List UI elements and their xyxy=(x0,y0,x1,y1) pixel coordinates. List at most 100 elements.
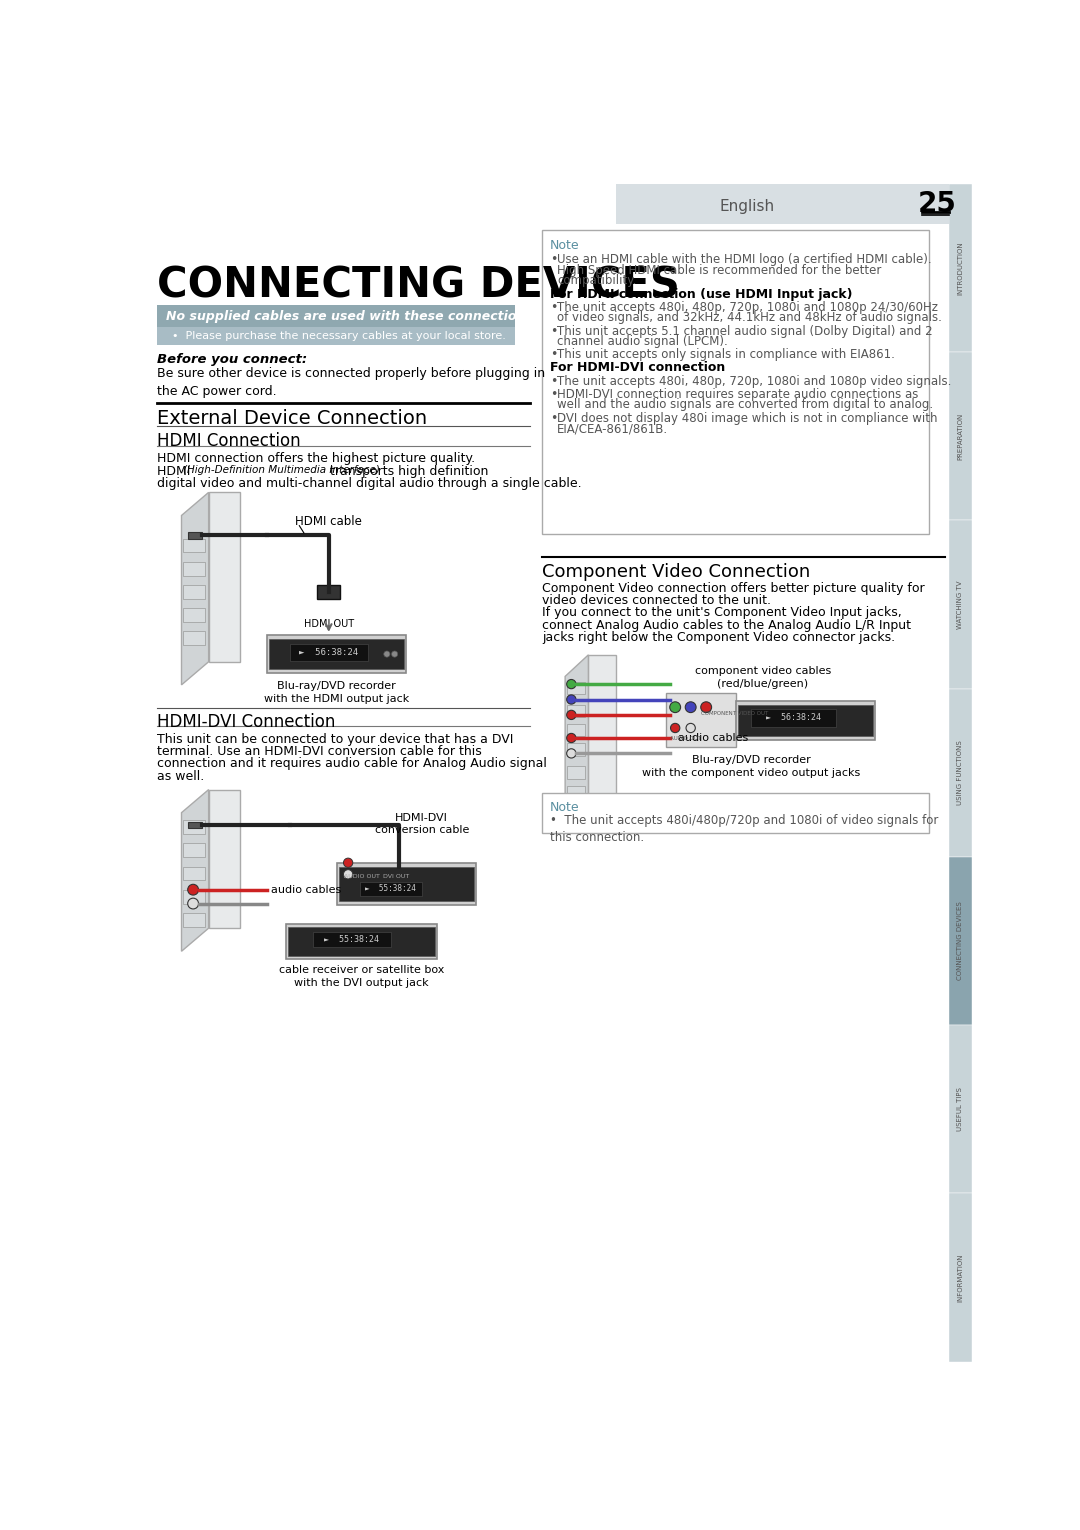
Bar xyxy=(948,1025,972,1193)
Bar xyxy=(339,866,474,901)
Text: WATCHING TV: WATCHING TV xyxy=(957,580,963,629)
Text: video devices connected to the unit.: video devices connected to the unit. xyxy=(542,594,771,607)
Text: well and the audio signals are converted from digital to analog.: well and the audio signals are converted… xyxy=(557,398,933,412)
Bar xyxy=(948,688,972,857)
Text: The unit accepts 480i, 480p, 720p, 1080i and 1080p 24/30/60Hz: The unit accepts 480i, 480p, 720p, 1080i… xyxy=(557,300,939,314)
Text: Component Video connection offers better picture quality for: Component Video connection offers better… xyxy=(542,581,924,595)
Polygon shape xyxy=(181,493,208,685)
Text: CONNECTING DEVICES: CONNECTING DEVICES xyxy=(957,901,963,981)
Text: •: • xyxy=(550,375,557,387)
Text: Before you connect:: Before you connect: xyxy=(157,353,307,366)
Bar xyxy=(948,1193,972,1362)
Bar xyxy=(318,584,340,598)
Text: channel audio signal (LPCM).: channel audio signal (LPCM). xyxy=(557,335,728,349)
Bar xyxy=(183,843,205,857)
Polygon shape xyxy=(565,655,589,819)
Text: HDMI Connection: HDMI Connection xyxy=(157,433,300,450)
Text: audio cables: audio cables xyxy=(271,884,341,895)
Circle shape xyxy=(343,858,353,868)
Text: CONNECTING DEVICES: CONNECTING DEVICES xyxy=(157,265,679,306)
Bar xyxy=(208,789,240,929)
Text: EIA/CEA-861/861B.: EIA/CEA-861/861B. xyxy=(557,422,669,436)
Text: Use an HDMI cable with the HDMI logo (a certified HDMI cable).: Use an HDMI cable with the HDMI logo (a … xyxy=(557,252,932,266)
Bar xyxy=(567,786,584,799)
Bar xyxy=(948,352,972,520)
Bar xyxy=(288,927,435,956)
Text: connect Analog Audio cables to the Analog Audio L/R Input: connect Analog Audio cables to the Analo… xyxy=(542,618,910,632)
Text: PREPARATION: PREPARATION xyxy=(957,413,963,459)
Circle shape xyxy=(188,898,199,909)
Circle shape xyxy=(383,650,390,658)
Bar xyxy=(269,638,404,670)
Text: HDMI-DVI
conversion cable: HDMI-DVI conversion cable xyxy=(375,812,469,835)
Text: High Speed HDMI cable is recommended for the better: High Speed HDMI cable is recommended for… xyxy=(557,263,881,277)
Text: This unit accepts 5.1 channel audio signal (Dolby Digital) and 2: This unit accepts 5.1 channel audio sign… xyxy=(557,324,933,338)
Polygon shape xyxy=(181,789,208,952)
Bar xyxy=(360,881,422,897)
Text: •: • xyxy=(550,300,557,314)
Text: transports high definition: transports high definition xyxy=(326,465,488,477)
Text: cable receiver or satellite box
with the DVI output jack: cable receiver or satellite box with the… xyxy=(279,965,444,988)
Bar xyxy=(948,857,972,1025)
Text: If you connect to the unit's Component Video Input jacks,: If you connect to the unit's Component V… xyxy=(542,606,902,620)
Text: COMPONENT VIDEO OUT: COMPONENT VIDEO OUT xyxy=(701,711,768,716)
Bar xyxy=(157,327,515,346)
Bar xyxy=(542,230,930,534)
Bar xyxy=(286,924,437,959)
Text: compatibility.: compatibility. xyxy=(557,274,637,288)
Text: ►  55:38:24: ► 55:38:24 xyxy=(324,935,379,944)
Bar xyxy=(188,822,202,828)
Text: Note: Note xyxy=(550,802,579,814)
Text: •: • xyxy=(550,324,557,338)
Bar xyxy=(337,863,476,906)
Bar xyxy=(616,184,948,223)
Circle shape xyxy=(392,650,397,658)
Bar xyxy=(751,708,836,727)
Bar xyxy=(567,682,584,695)
Text: AUDIO OUT: AUDIO OUT xyxy=(345,874,380,880)
Text: This unit accepts only signals in compliance with EIA861.: This unit accepts only signals in compli… xyxy=(557,349,895,361)
Text: connection and it requires audio cable for Analog Audio signal: connection and it requires audio cable f… xyxy=(157,757,546,770)
Bar xyxy=(735,701,875,739)
Bar xyxy=(183,539,205,552)
Text: English: English xyxy=(719,199,774,214)
Bar xyxy=(313,932,391,947)
Text: ►  56:38:24: ► 56:38:24 xyxy=(299,649,359,656)
Circle shape xyxy=(188,884,199,895)
Text: HDMI OUT: HDMI OUT xyxy=(303,620,354,629)
Text: Note: Note xyxy=(550,239,579,252)
Text: 25: 25 xyxy=(918,190,957,217)
Text: (High-Definition Multimedia Interface): (High-Definition Multimedia Interface) xyxy=(183,465,380,474)
Bar xyxy=(183,607,205,621)
Circle shape xyxy=(567,679,576,689)
Bar xyxy=(267,635,406,673)
Circle shape xyxy=(671,724,679,733)
Bar xyxy=(948,184,972,352)
Bar xyxy=(183,820,205,834)
Text: •: • xyxy=(550,412,557,424)
Bar xyxy=(183,889,205,904)
Bar xyxy=(157,306,515,327)
Bar xyxy=(589,655,616,797)
Circle shape xyxy=(701,702,712,713)
Text: DVI does not display 480i image which is not in compliance with: DVI does not display 480i image which is… xyxy=(557,412,937,424)
Text: DVI OUT: DVI OUT xyxy=(383,874,409,880)
Text: USING FUNCTIONS: USING FUNCTIONS xyxy=(957,741,963,805)
Bar xyxy=(666,693,735,747)
Circle shape xyxy=(343,869,353,878)
Bar xyxy=(542,794,930,834)
Text: component video cables
(red/blue/green): component video cables (red/blue/green) xyxy=(694,667,831,689)
Text: No supplied cables are used with these connections:: No supplied cables are used with these c… xyxy=(166,309,538,323)
Text: Blu-ray/DVD recorder
with the HDMI output jack: Blu-ray/DVD recorder with the HDMI outpu… xyxy=(264,681,409,704)
Text: •: • xyxy=(550,349,557,361)
Text: HDMI: HDMI xyxy=(157,465,194,477)
Bar xyxy=(291,644,367,661)
Text: HDMI-DVI connection requires separate audio connections as: HDMI-DVI connection requires separate au… xyxy=(557,387,919,401)
Bar xyxy=(738,705,873,736)
Text: digital video and multi-channel digital audio through a single cable.: digital video and multi-channel digital … xyxy=(157,477,581,490)
Circle shape xyxy=(685,702,697,713)
Text: AUDIO OUT: AUDIO OUT xyxy=(670,736,701,741)
Text: Component Video Connection: Component Video Connection xyxy=(542,563,810,581)
Bar xyxy=(208,493,240,662)
Bar xyxy=(183,630,205,644)
